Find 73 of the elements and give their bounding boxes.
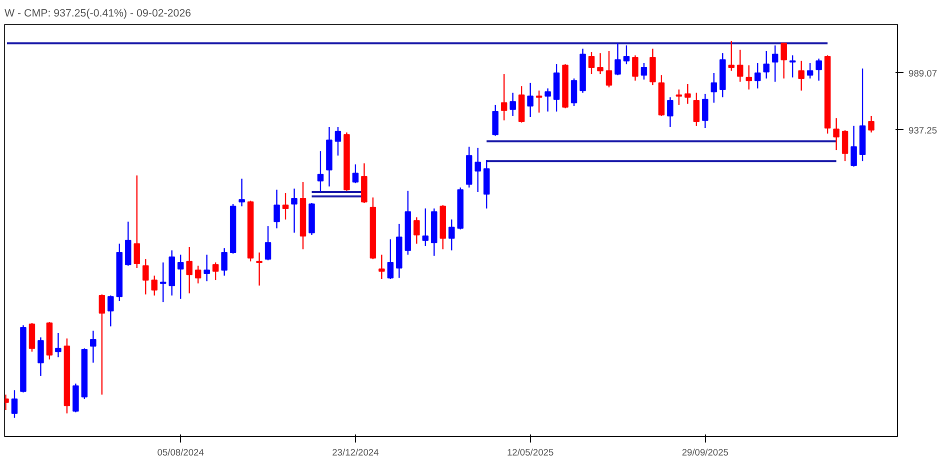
candlestick xyxy=(868,115,874,134)
candlestick xyxy=(850,125,857,168)
candlestick xyxy=(492,104,498,136)
x-tick-label: 05/08/2024 xyxy=(157,448,204,458)
candlestick xyxy=(204,254,210,282)
candlestick xyxy=(640,62,648,80)
candlestick xyxy=(746,64,752,90)
candlestick xyxy=(177,254,184,300)
candlestick xyxy=(142,258,149,295)
candlestick xyxy=(500,73,508,121)
candlestick xyxy=(806,62,814,80)
candlestick xyxy=(693,92,700,126)
candlestick xyxy=(422,208,429,247)
candlestick xyxy=(264,225,272,261)
candlestick xyxy=(160,262,166,303)
candlestick xyxy=(291,188,298,234)
candlestick xyxy=(352,164,359,184)
candlestick xyxy=(623,44,630,65)
candlestick xyxy=(334,126,342,156)
candlestick xyxy=(317,150,324,193)
candlestick xyxy=(378,254,385,280)
y-tick-label: 937.25 xyxy=(908,125,938,136)
chart-title: W - CMP: 937.25(-0.41%) - 09-02-2026 xyxy=(4,8,192,20)
candlestick xyxy=(676,88,682,106)
candlestick xyxy=(527,82,534,118)
candlestick xyxy=(833,118,840,151)
candlestick xyxy=(614,42,621,76)
x-tick-label: 12/05/2025 xyxy=(506,448,554,458)
candlestick xyxy=(606,50,612,88)
candlestick xyxy=(789,54,796,78)
candlestick xyxy=(238,178,245,207)
x-tick-label: 29/09/2025 xyxy=(682,448,729,458)
candlestick xyxy=(274,189,280,229)
candlestick xyxy=(597,52,604,75)
candlestick xyxy=(221,248,228,276)
candlestick xyxy=(212,262,219,281)
candlestick xyxy=(414,216,420,244)
candlestick xyxy=(570,78,578,107)
candlestick xyxy=(536,90,542,114)
candlestick xyxy=(387,238,394,280)
candlestick xyxy=(151,275,158,296)
x-tick-label: 23/12/2024 xyxy=(332,448,379,458)
candlestick xyxy=(684,83,691,104)
candlestick xyxy=(282,192,289,220)
candlestick xyxy=(798,60,804,92)
candlestick xyxy=(544,88,551,112)
candlestick xyxy=(510,92,516,117)
candlestick xyxy=(737,49,744,82)
candlestick xyxy=(728,40,735,72)
candlestick xyxy=(842,130,848,162)
candlestick xyxy=(108,294,114,327)
candlestick xyxy=(474,147,481,193)
candlestick xyxy=(772,44,778,82)
candlestick xyxy=(702,93,708,129)
candlestick xyxy=(11,390,18,418)
candlestick xyxy=(194,265,202,284)
candlestick xyxy=(98,294,106,396)
candlestick xyxy=(256,252,262,286)
candlestick xyxy=(448,218,455,251)
candlestick xyxy=(632,54,638,82)
candlestick xyxy=(754,62,761,89)
candlestick xyxy=(816,58,822,82)
candlestick xyxy=(186,246,192,294)
candlestick xyxy=(588,51,595,75)
candlestick xyxy=(55,332,62,358)
candlestick xyxy=(134,174,140,269)
candlestick xyxy=(90,330,96,364)
candlestick xyxy=(710,72,718,104)
candlestick xyxy=(667,96,674,128)
candlestick xyxy=(763,50,770,80)
candlestick xyxy=(780,42,787,80)
candlestick xyxy=(38,336,44,377)
y-tick-label: 989.07 xyxy=(908,68,938,78)
